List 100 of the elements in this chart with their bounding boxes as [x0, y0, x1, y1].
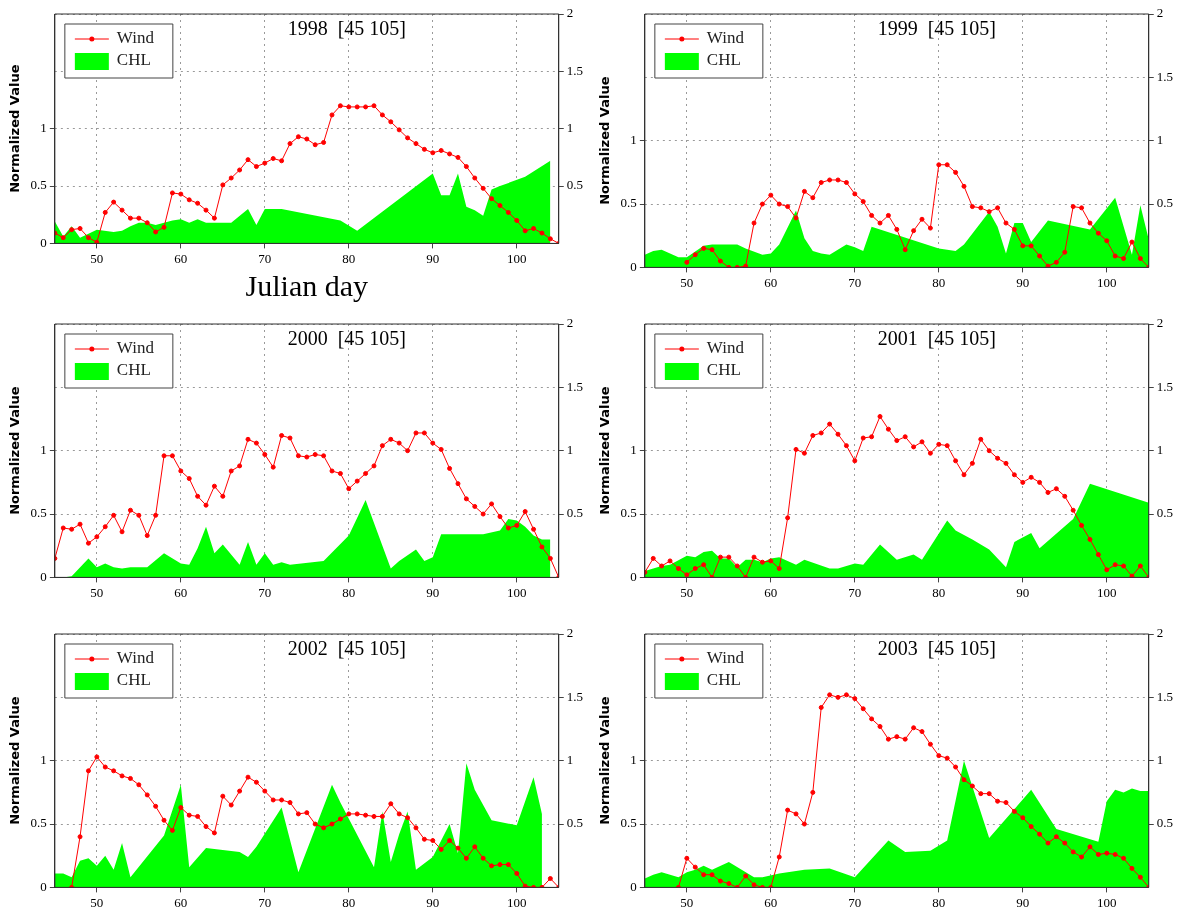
y2-tick-label: 1 [1156, 132, 1164, 148]
x-tick-label: 50 [90, 894, 104, 910]
y2-tick-label: 1.5 [566, 62, 583, 78]
x-tick-label: 60 [764, 584, 778, 600]
legend-label: Wind [706, 338, 745, 358]
y-tick-label: 1 [630, 132, 637, 148]
chart-title: 1999 [45 105] [877, 17, 996, 40]
y2-tick-label: 2 [566, 625, 574, 641]
x-tick-label: 90 [426, 894, 440, 910]
chart-title: 2003 [45 105] [877, 637, 996, 660]
x-tick-label: 100 [1097, 584, 1117, 600]
y-axis-title: Normalized Value [597, 76, 613, 205]
legend-label: CHL [116, 670, 151, 690]
y2-tick-label: 0.5 [566, 505, 583, 521]
chart-title: 2001 [45 105] [877, 327, 996, 350]
x-tick-label: 100 [507, 584, 527, 600]
y-axis-title: Normalized Value [7, 696, 23, 825]
y-tick-label: 1 [40, 752, 47, 768]
x-tick-label: 80 [342, 894, 356, 910]
y2-tick-label: 1.5 [566, 688, 583, 704]
chart-title: 1998 [45 105] [287, 17, 406, 40]
y-axis-title: Normalized Value [597, 386, 613, 515]
y2-tick-label: 1.5 [1156, 688, 1173, 704]
y-axis-title: Normalized Value [7, 64, 23, 193]
chart-title: 2000 [45 105] [287, 327, 406, 350]
x-tick-label: 60 [174, 894, 188, 910]
y-tick-label: 0.5 [620, 815, 637, 831]
x-tick-label: 60 [764, 894, 778, 910]
y-tick-label: 0.5 [30, 815, 47, 831]
y2-tick-label: 1.5 [566, 378, 583, 394]
y-tick-label: 1 [40, 120, 47, 136]
y-tick-label: 0 [40, 234, 47, 250]
legend-label: Wind [706, 28, 745, 48]
x-tick-label: 50 [680, 584, 694, 600]
x-tick-label: 50 [90, 250, 104, 266]
x-tick-label: 100 [1097, 274, 1117, 290]
x-tick-label: 70 [258, 894, 272, 910]
x-tick-label: 90 [1016, 894, 1030, 910]
y-tick-label: 0 [40, 568, 47, 584]
legend-label: CHL [706, 670, 741, 690]
x-tick-label: 50 [90, 584, 104, 600]
x-tick-label: 100 [507, 894, 527, 910]
x-tick-label: 70 [848, 894, 862, 910]
x-tick-label: 80 [342, 584, 356, 600]
y2-tick-label: 1 [566, 752, 574, 768]
y-axis-title: Normalized Value [597, 696, 613, 825]
legend-label: Wind [116, 28, 155, 48]
y2-tick-label: 2 [566, 315, 574, 331]
x-tick-label: 100 [507, 250, 527, 266]
y2-tick-label: 1.5 [1156, 378, 1173, 394]
x-tick-label: 60 [174, 584, 188, 600]
x-tick-label: 90 [426, 250, 440, 266]
chart-title: 2002 [45 105] [287, 637, 406, 660]
x-tick-label: 50 [680, 274, 694, 290]
y-tick-label: 0 [630, 258, 637, 274]
y-tick-label: 0.5 [30, 505, 47, 521]
y2-tick-label: 1 [566, 120, 574, 136]
legend-label: CHL [116, 50, 151, 70]
x-tick-label: 90 [1016, 274, 1030, 290]
y-tick-label: 0.5 [30, 177, 47, 193]
y2-tick-label: 2 [566, 5, 574, 21]
x-tick-label: 70 [848, 274, 862, 290]
y2-tick-label: 0.5 [1156, 195, 1173, 211]
y-tick-label: 1 [630, 442, 637, 458]
y-tick-label: 1 [40, 442, 47, 458]
x-tick-label: 80 [932, 894, 946, 910]
x-tick-label: 60 [174, 250, 188, 266]
y2-tick-label: 1 [566, 442, 574, 458]
y2-tick-label: 0.5 [566, 177, 583, 193]
y2-tick-label: 2 [1156, 315, 1164, 331]
y-tick-label: 0 [630, 878, 637, 894]
y2-tick-label: 0.5 [566, 815, 583, 831]
y-axis-title: Normalized Value [7, 386, 23, 515]
y2-tick-label: 0.5 [1156, 505, 1173, 521]
legend-label: Wind [706, 648, 745, 668]
x-tick-label: 60 [764, 274, 778, 290]
x-tick-label: 50 [680, 894, 694, 910]
y2-tick-label: 2 [1156, 625, 1164, 641]
x-axis-title: Julian day [245, 268, 369, 302]
legend-label: CHL [706, 50, 741, 70]
legend-label: CHL [706, 360, 741, 380]
x-tick-label: 80 [932, 274, 946, 290]
y-tick-label: 1 [630, 752, 637, 768]
x-tick-label: 90 [426, 584, 440, 600]
y-tick-label: 0 [40, 878, 47, 894]
x-tick-label: 70 [848, 584, 862, 600]
y2-tick-label: 0.5 [1156, 815, 1173, 831]
x-tick-label: 70 [258, 250, 272, 266]
x-tick-label: 90 [1016, 584, 1030, 600]
legend-label: Wind [116, 648, 155, 668]
y-tick-label: 0 [630, 568, 637, 584]
y2-tick-label: 1 [1156, 442, 1164, 458]
legend-label: Wind [116, 338, 155, 358]
x-tick-label: 100 [1097, 894, 1117, 910]
y2-tick-label: 1 [1156, 752, 1164, 768]
y2-tick-label: 1.5 [1156, 68, 1173, 84]
x-tick-label: 70 [258, 584, 272, 600]
y-tick-label: 0.5 [620, 195, 637, 211]
x-tick-label: 80 [932, 584, 946, 600]
x-tick-label: 80 [342, 250, 356, 266]
